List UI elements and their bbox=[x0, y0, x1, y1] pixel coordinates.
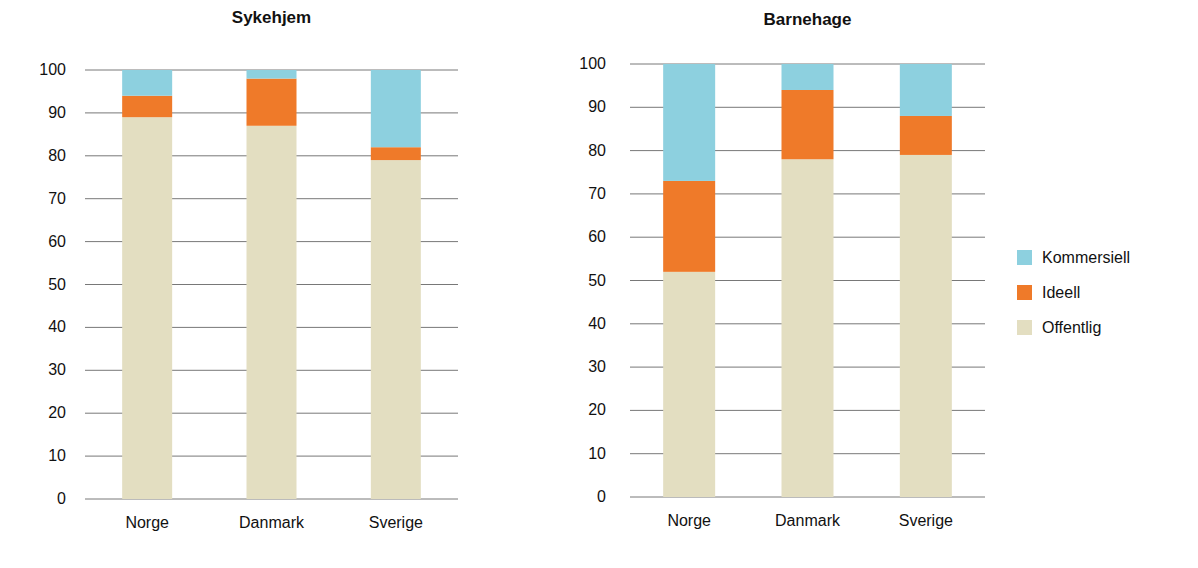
y-tick-label: 90 bbox=[48, 104, 66, 121]
y-tick-label: 80 bbox=[48, 147, 66, 164]
y-tick-label: 50 bbox=[48, 276, 66, 293]
legend-label: Offentlig bbox=[1042, 319, 1101, 336]
bar-segment bbox=[900, 64, 952, 116]
y-tick-label: 40 bbox=[588, 315, 606, 332]
y-tick-label: 20 bbox=[588, 401, 606, 418]
bar-segment bbox=[371, 70, 421, 147]
y-tick-label: 100 bbox=[579, 55, 606, 72]
x-tick-label: Danmark bbox=[239, 514, 305, 531]
bar-segment bbox=[247, 79, 297, 126]
legend-swatch bbox=[1017, 285, 1032, 300]
y-tick-label: 60 bbox=[588, 228, 606, 245]
bars bbox=[663, 64, 952, 497]
chart: Sykehjem 0 10 20 30 40 50 60 70 80 90 100 Norge Danma… bbox=[39, 8, 458, 531]
bar-segment bbox=[782, 159, 834, 497]
bar-segment bbox=[247, 126, 297, 499]
x-tick-label: Norge bbox=[667, 512, 711, 529]
y-tick-label: 10 bbox=[48, 447, 66, 464]
chart-title: Barnehage bbox=[764, 10, 852, 29]
x-tick-label: Sverige bbox=[899, 512, 953, 529]
bar-segment bbox=[122, 117, 172, 499]
y-tick-label: 90 bbox=[588, 98, 606, 115]
chart-canvas: Sykehjem0102030405060708090100NorgeDanma… bbox=[0, 0, 1198, 568]
bar-segment bbox=[122, 96, 172, 117]
bars bbox=[122, 70, 421, 499]
x-tick-label: Norge bbox=[125, 514, 169, 531]
bar-segment bbox=[900, 116, 952, 155]
y-tick-label: 100 bbox=[39, 61, 66, 78]
y-tick-label: 70 bbox=[48, 190, 66, 207]
x-tick-label: Danmark bbox=[775, 512, 841, 529]
bar-segment bbox=[782, 64, 834, 90]
y-tick-label: 0 bbox=[597, 488, 606, 505]
chart: Barnehage 0 10 20 30 40 50 60 70 80 90 100 Norge Danm… bbox=[579, 10, 985, 529]
y-tick-label: 70 bbox=[588, 185, 606, 202]
y-tick-label: 0 bbox=[57, 490, 66, 507]
y-tick-label: 10 bbox=[588, 445, 606, 462]
y-tick-label: 50 bbox=[588, 272, 606, 289]
bar-segment bbox=[900, 155, 952, 497]
y-tick-label: 60 bbox=[48, 233, 66, 250]
legend-swatch bbox=[1017, 320, 1032, 335]
bar-segment bbox=[122, 70, 172, 96]
chart-title: Sykehjem bbox=[232, 8, 311, 27]
bar-segment bbox=[663, 181, 715, 272]
legend-label: Kommersiell bbox=[1042, 249, 1130, 266]
legend: Kommersiell Ideell Offentlig bbox=[1017, 249, 1130, 336]
bar-segment bbox=[371, 147, 421, 160]
x-tick-label: Sverige bbox=[369, 514, 423, 531]
y-tick-label: 40 bbox=[48, 318, 66, 335]
y-tick-label: 30 bbox=[588, 358, 606, 375]
bar-segment bbox=[247, 70, 297, 79]
y-tick-label: 20 bbox=[48, 404, 66, 421]
y-tick-label: 30 bbox=[48, 361, 66, 378]
bar-segment bbox=[782, 90, 834, 159]
bar-segment bbox=[663, 64, 715, 181]
bar-segment bbox=[371, 160, 421, 499]
legend-swatch bbox=[1017, 250, 1032, 265]
y-tick-label: 80 bbox=[588, 142, 606, 159]
bar-segment bbox=[663, 272, 715, 497]
legend-label: Ideell bbox=[1042, 284, 1080, 301]
